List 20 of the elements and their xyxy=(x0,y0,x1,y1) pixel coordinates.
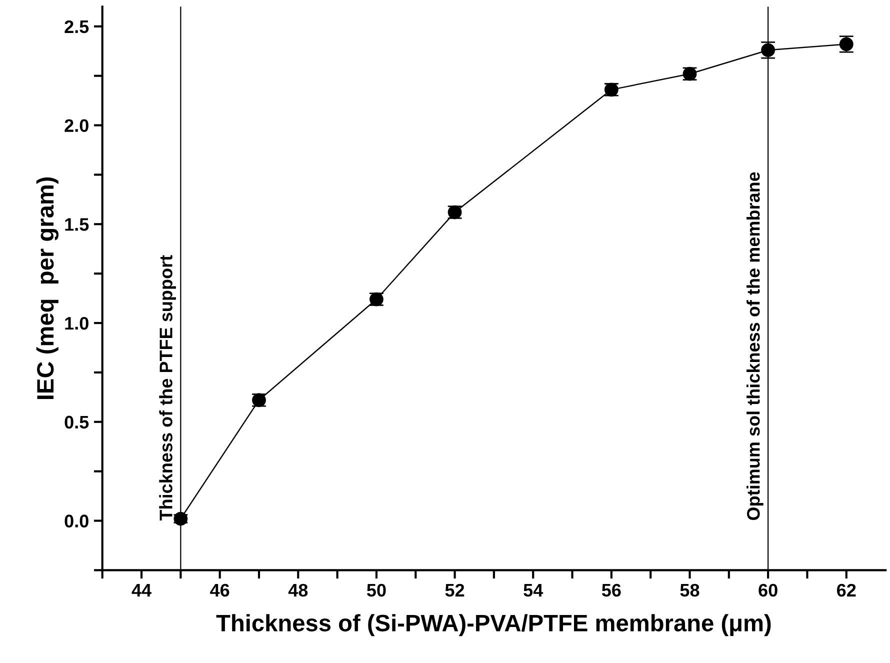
y-tick-label: 2.0 xyxy=(64,119,88,132)
x-tick-label: 50 xyxy=(366,584,386,597)
x-axis-title: Thickness of (Si-PWA)-PVA/PTFE membrane (μm) xyxy=(216,614,771,636)
x-tick-label: 62 xyxy=(837,584,856,597)
y-tick-label: 0.5 xyxy=(64,416,89,429)
x-tick-label: 58 xyxy=(680,584,700,597)
x-tick-label: 44 xyxy=(132,584,152,596)
x-tick-label: 60 xyxy=(758,584,778,597)
x-tick-label: 46 xyxy=(210,584,230,597)
x-tick-label: 54 xyxy=(524,584,544,597)
ref-line-label: Thickness of the PTFE support xyxy=(159,255,176,521)
y-tick-label: 2.5 xyxy=(64,20,89,34)
y-axis-title: IEC (meq per gram) xyxy=(36,177,59,399)
y-tick-label: 1.0 xyxy=(65,316,88,330)
y-tick-label: 1.5 xyxy=(65,218,89,231)
x-tick-label: 48 xyxy=(288,584,308,597)
x-tick-label: 56 xyxy=(602,584,621,597)
x-tick-label: 52 xyxy=(445,584,464,597)
y-tick-label: 0.0 xyxy=(64,514,88,528)
ref-line-label: Optimum sol thickness of the membrane xyxy=(746,172,764,520)
